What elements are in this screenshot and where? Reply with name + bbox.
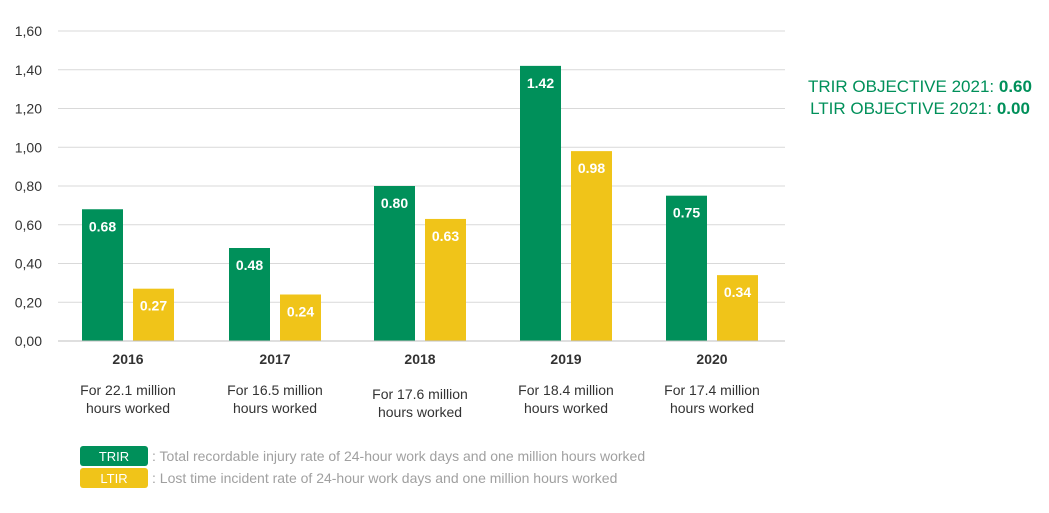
bar-trir-2019 (520, 65, 561, 341)
bar-trir-2020 (666, 195, 707, 341)
legend-swatch-ltir: LTIR (80, 468, 148, 488)
x-category-label: 2019 (550, 351, 581, 367)
bar-value-label: 0.68 (89, 218, 116, 234)
y-tick-label: 0,80 (15, 178, 42, 194)
y-tick-label: 0,40 (15, 256, 42, 272)
y-tick-label: 1,40 (15, 62, 42, 78)
x-category-label: 2016 (112, 351, 143, 367)
category-note-line: hours worked (377, 404, 463, 420)
category-note-line: hours worked (232, 400, 318, 416)
category-note: For 18.4 million hours worked (486, 381, 646, 417)
bar-value-label: 0.75 (673, 205, 700, 221)
category-note-line: For 18.4 million (518, 382, 614, 398)
bar-value-label: 0.63 (432, 228, 459, 244)
bar-value-label: 0.48 (236, 257, 263, 273)
bar-ltir-2019 (571, 151, 612, 341)
ltir-objective-label: LTIR OBJECTIVE 2021: (810, 99, 993, 118)
bar-ltir-2020 (717, 275, 758, 341)
bar-trir-2016 (82, 209, 123, 341)
legend-desc-ltir: : Lost time incident rate of 24-hour wor… (152, 470, 618, 486)
category-note: For 22.1 million hours worked (48, 381, 208, 417)
y-tick-label: 1,00 (15, 139, 42, 155)
category-note: For 17.6 million hours worked (340, 385, 500, 421)
category-note-line: For 17.4 million (664, 382, 760, 398)
ltir-objective-value: 0.00 (996, 99, 1030, 118)
category-note-line: hours worked (523, 400, 609, 416)
bar-ltir-2016 (133, 288, 174, 341)
bar-trir-2018 (374, 186, 415, 341)
trir-objective: TRIR OBJECTIVE 2021: 0.60 (800, 76, 1040, 98)
category-note-line: For 17.6 million (372, 386, 468, 402)
bar-ltir-2018 (425, 218, 466, 341)
category-note: For 17.4 million hours worked (632, 381, 792, 417)
legend-swatch-trir: TRIR (80, 446, 148, 466)
bar-ltir-2017 (280, 294, 321, 341)
category-note-line: hours worked (669, 400, 755, 416)
y-tick-label: 1,20 (15, 101, 42, 117)
bar-value-label: 1.42 (527, 75, 554, 91)
trir-objective-value: 0.60 (998, 77, 1032, 96)
bar-trir-2017 (229, 248, 270, 341)
bar-value-label: 0.27 (140, 298, 167, 314)
bar-value-label: 0.80 (381, 195, 408, 211)
y-tick-label: 0,20 (15, 294, 42, 310)
x-category-label: 2017 (259, 351, 290, 367)
category-note-line: For 22.1 million (80, 382, 176, 398)
category-note: For 16.5 million hours worked (195, 381, 355, 417)
y-tick-label: 0,00 (15, 333, 42, 349)
category-note-line: hours worked (85, 400, 171, 416)
objectives-panel: TRIR OBJECTIVE 2021: 0.60 LTIR OBJECTIVE… (800, 76, 1040, 120)
x-category-label: 2018 (404, 351, 435, 367)
trir-objective-label: TRIR OBJECTIVE 2021: (808, 77, 995, 96)
y-tick-label: 0,60 (15, 217, 42, 233)
ltir-objective: LTIR OBJECTIVE 2021: 0.00 (800, 98, 1040, 120)
bar-value-label: 0.34 (724, 284, 751, 300)
legend-item-trir: TRIR : Total recordable injury rate of 2… (80, 446, 645, 466)
y-tick-label: 1,60 (15, 23, 42, 39)
bar-value-label: 0.98 (578, 160, 605, 176)
x-category-label: 2020 (696, 351, 727, 367)
legend-desc-trir: : Total recordable injury rate of 24-hou… (152, 448, 646, 464)
category-note-line: For 16.5 million (227, 382, 323, 398)
legend-item-ltir: LTIR : Lost time incident rate of 24-hou… (80, 468, 617, 488)
bar-value-label: 0.24 (287, 304, 314, 320)
